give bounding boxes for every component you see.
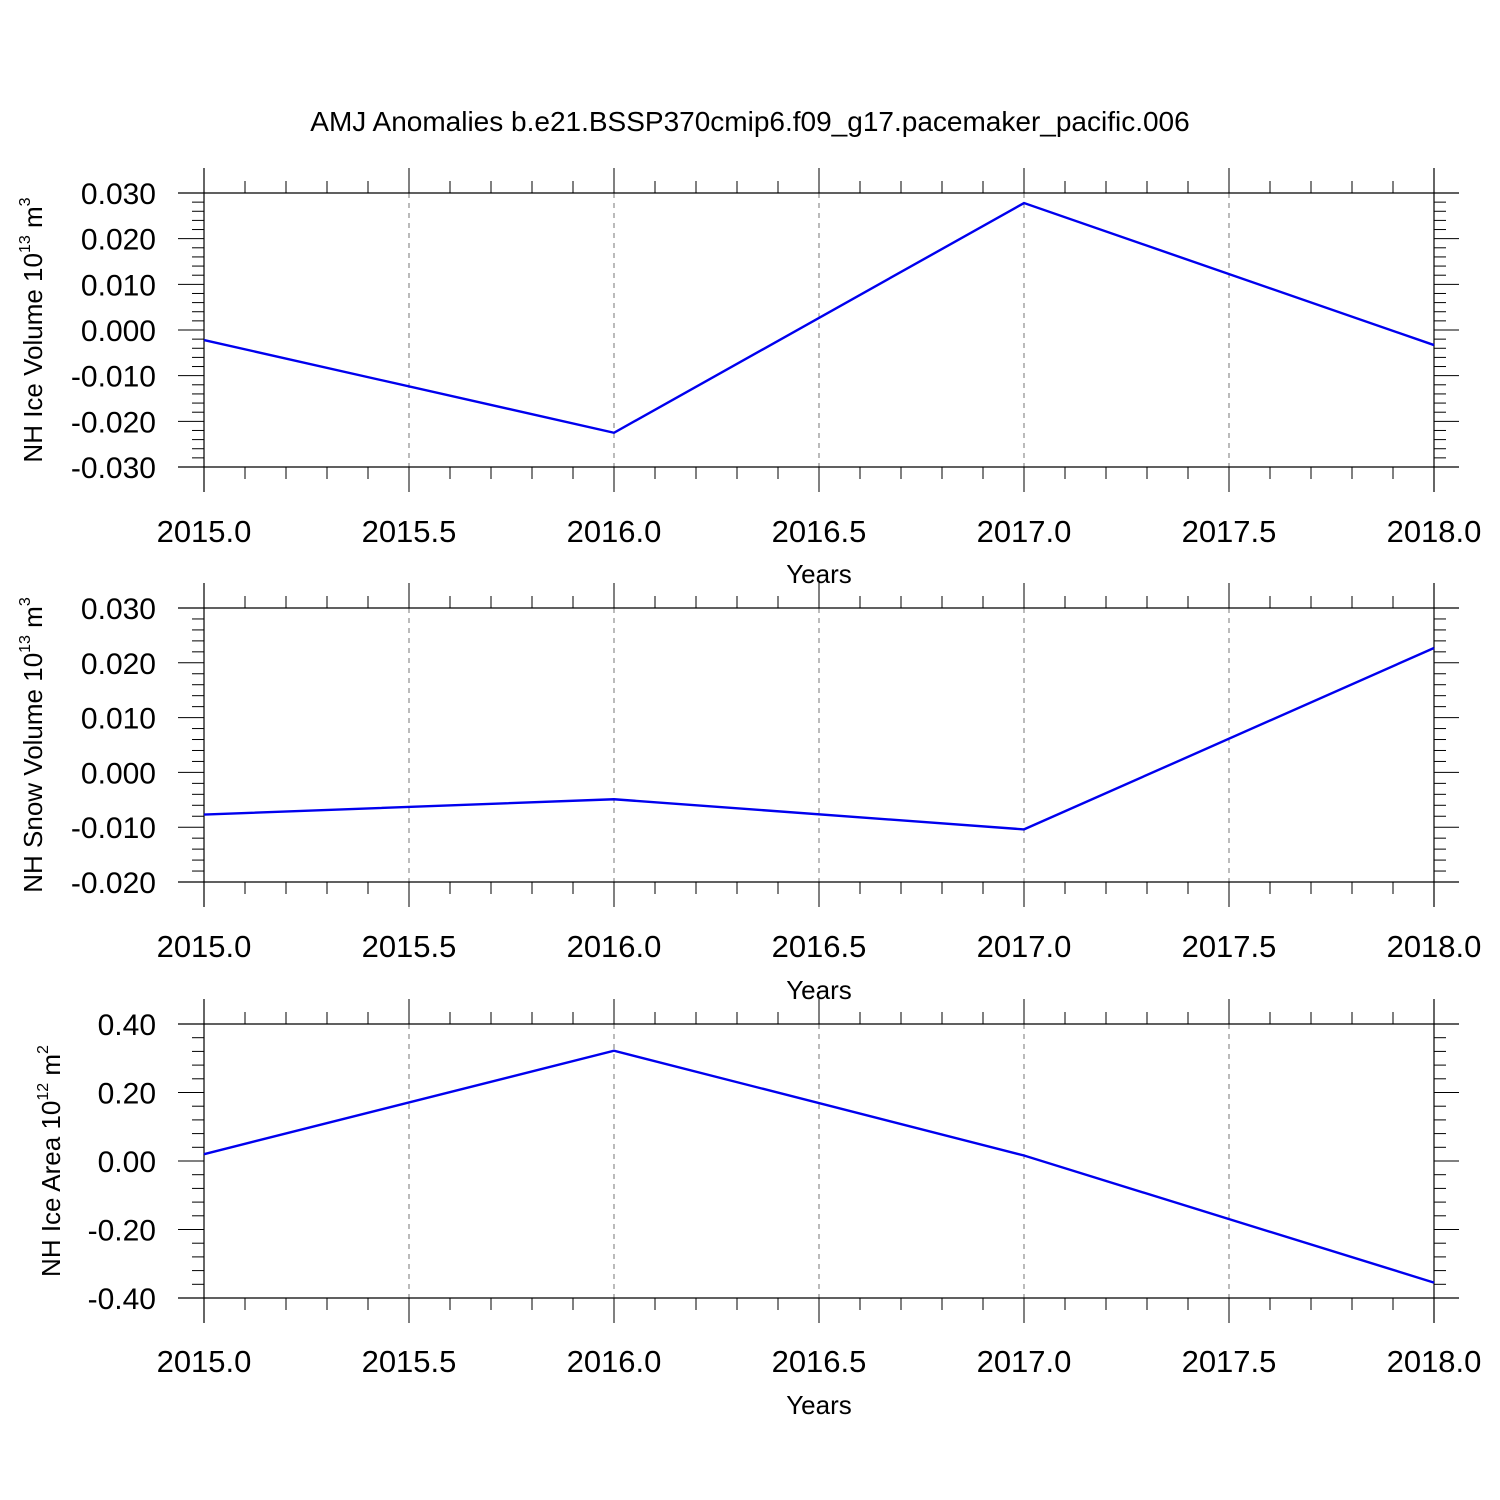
y-tick-label: 0.020 [81, 648, 156, 681]
x-tick-label: 2017.0 [977, 514, 1072, 549]
x-tick-label: 2016.0 [567, 514, 662, 549]
y-tick-label: 0.010 [81, 703, 156, 736]
y-tick-label: -0.030 [71, 452, 156, 485]
x-tick-label: 2018.0 [1387, 929, 1482, 964]
chart-title: AMJ Anomalies b.e21.BSSP370cmip6.f09_g17… [310, 106, 1189, 137]
x-tick-label: 2015.0 [157, 929, 252, 964]
series-line [203, 1049, 1435, 1284]
y-axis-label: NH Ice Volume 1013 m3 [17, 197, 48, 462]
y-axis-label-text: NH Snow Volume 10 [18, 653, 48, 893]
y-tick-label: -0.40 [88, 1283, 156, 1316]
x-tick-label: 2015.5 [362, 1344, 457, 1379]
y-tick-label: -0.020 [71, 406, 156, 439]
y-axis-label-exponent: 13 [17, 635, 34, 653]
y-tick-label: 0.030 [81, 178, 156, 211]
x-tick-label: 2016.0 [567, 929, 662, 964]
x-tick-label: 2017.5 [1182, 1344, 1277, 1379]
y-axis-label: NH Ice Area 1012 m2 [35, 1045, 66, 1277]
x-tick-label: 2016.5 [772, 1344, 867, 1379]
y-axis-label-unit-exponent: 2 [35, 1045, 52, 1054]
series-line [203, 646, 1435, 831]
x-tick-label: 2017.5 [1182, 514, 1277, 549]
y-tick-label: 0.030 [81, 593, 156, 626]
x-axis-label: Years [786, 1390, 852, 1420]
y-axis-label-unit-exponent: 3 [17, 197, 34, 206]
y-tick-label: 0.40 [98, 1009, 156, 1042]
x-tick-label: 2018.0 [1387, 514, 1482, 549]
x-tick-label: 2017.5 [1182, 929, 1277, 964]
y-axis-label-unit: m [18, 606, 48, 635]
y-tick-label: 0.000 [81, 315, 156, 348]
x-tick-label: 2015.5 [362, 929, 457, 964]
y-tick-label: 0.20 [98, 1078, 156, 1111]
x-tick-label: 2016.5 [772, 514, 867, 549]
y-axis-label-text: NH Ice Area 10 [36, 1101, 66, 1277]
y-tick-label: -0.20 [88, 1215, 156, 1248]
y-axis-label-unit-exponent: 3 [17, 597, 34, 606]
x-tick-label: 2018.0 [1387, 1344, 1482, 1379]
y-axis-label-unit: m [18, 206, 48, 235]
x-tick-label: 2017.0 [977, 929, 1072, 964]
x-tick-label: 2016.0 [567, 1344, 662, 1379]
x-tick-label: 2015.5 [362, 514, 457, 549]
series-line [203, 201, 1435, 435]
x-tick-label: 2015.0 [157, 1344, 252, 1379]
y-axis-label-text: NH Ice Volume 10 [18, 253, 48, 463]
x-tick-label: 2017.0 [977, 1344, 1072, 1379]
y-tick-label: 0.000 [81, 757, 156, 790]
y-axis-label-exponent: 13 [17, 235, 34, 253]
y-tick-label: 0.00 [98, 1146, 156, 1179]
x-tick-label: 2016.5 [772, 929, 867, 964]
y-axis-label-exponent: 12 [35, 1083, 52, 1101]
panel-1: 0.0300.0200.0100.000-0.010-0.020-0.03020… [17, 168, 1481, 589]
x-tick-label: 2015.0 [157, 514, 252, 549]
y-tick-label: 0.020 [81, 224, 156, 257]
y-axis-label: NH Snow Volume 1013 m3 [17, 597, 48, 893]
y-tick-label: -0.010 [71, 812, 156, 845]
y-tick-label: -0.010 [71, 361, 156, 394]
y-axis-label-unit: m [36, 1054, 66, 1083]
y-tick-label: 0.010 [81, 269, 156, 302]
y-tick-label: -0.020 [71, 867, 156, 900]
